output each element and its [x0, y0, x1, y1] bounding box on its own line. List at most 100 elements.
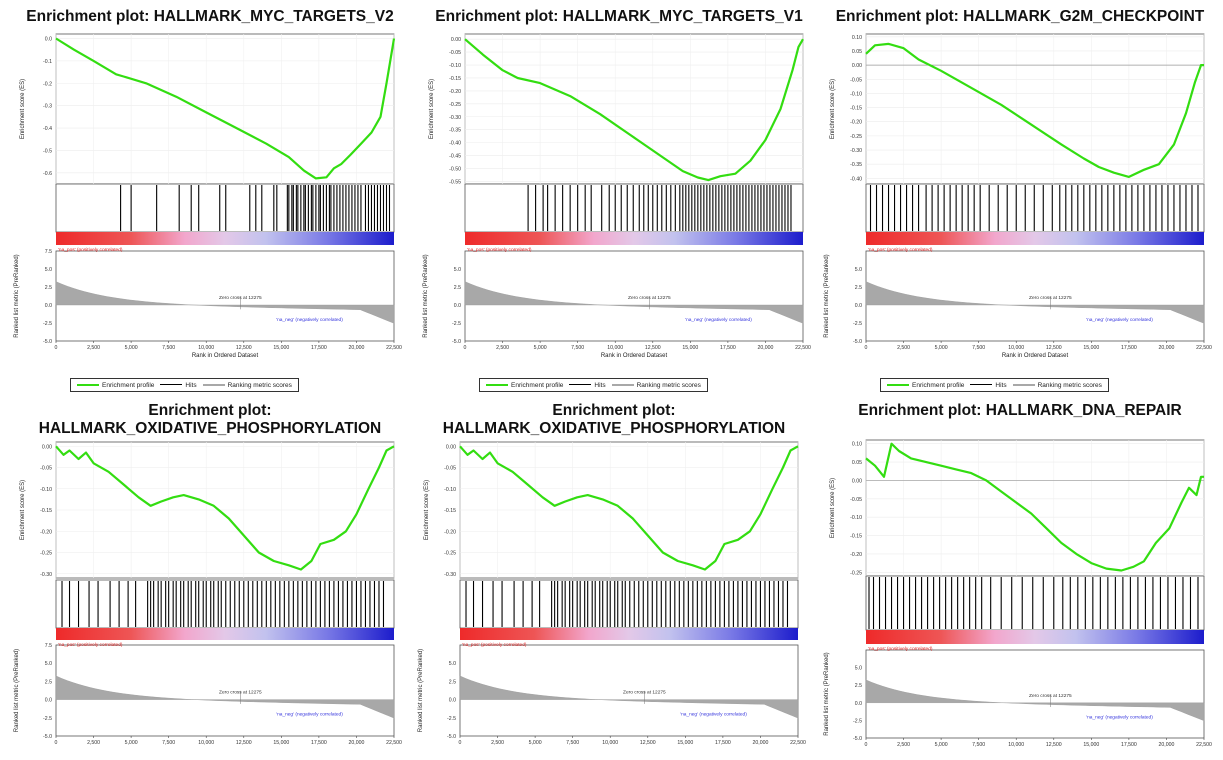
metric-plot-frame	[865, 250, 1205, 342]
zero-cross-label: Zero cross at 12275	[628, 295, 671, 301]
x-axis-label: Rank in Ordered Dataset	[1002, 353, 1069, 359]
es-tick-label: -0.10	[449, 63, 461, 69]
es-plot-frame	[865, 439, 1205, 577]
x-tick-label: 0	[865, 742, 868, 748]
metric-plot-frame	[55, 644, 395, 737]
panel-title: Enrichment plot: HALLMARK_DNA_REPAIR	[818, 402, 1222, 420]
x-tick-label: 17,500	[1121, 742, 1137, 748]
neg-correlated-label: 'na_neg' (negatively correlated)	[276, 317, 343, 323]
metric-plot-frame	[55, 250, 395, 342]
panel-title: Enrichment plot: HALLMARK_OXIDATIVE_PHOS…	[412, 402, 816, 438]
x-tick-label: 2,500	[897, 345, 910, 351]
enrichment-panel-oxphos-a: Enrichment plot: HALLMARK_OXIDATIVE_PHOS…	[8, 398, 412, 755]
enrichment-profile-line	[865, 42, 1204, 178]
neg-correlated-label: 'na_neg' (negatively correlated)	[685, 317, 752, 323]
es-tick-label: -0.6	[43, 171, 52, 177]
panel-title: Enrichment plot: HALLMARK_MYC_TARGETS_V2	[8, 8, 412, 26]
x-tick-label: 5,000	[125, 345, 138, 351]
ranking-color-bar	[866, 232, 1204, 245]
ranking-metric-area	[464, 281, 804, 324]
neg-correlated-label: 'na_neg' (negatively correlated)	[1086, 714, 1153, 720]
x-tick-label: 5,000	[935, 742, 948, 748]
pos-correlated-label: 'na_pos' (positively correlated)	[58, 642, 123, 648]
zero-cross-label: Zero cross at 12275	[219, 690, 262, 696]
enrichment-panel-dna-repair: Enrichment plot: HALLMARK_DNA_REPAIR 0.1…	[818, 398, 1222, 755]
metric-tick-label: -2.5	[43, 716, 52, 722]
x-tick-label: 12,500	[236, 740, 252, 746]
metric-tick-label: 5.0	[45, 267, 52, 273]
es-plot-frame	[865, 33, 1205, 185]
chart-legend: Enrichment profile Hits Ranking metric s…	[479, 378, 708, 392]
x-tick-label: 17,500	[311, 740, 327, 746]
zero-cross-label: Zero cross at 12275	[1029, 295, 1072, 301]
es-tick-label: 0.00	[446, 444, 456, 450]
panel-title-line: Enrichment plot: HALLMARK_DNA_REPAIR	[858, 402, 1182, 419]
x-tick-label: 10,000	[1008, 345, 1024, 351]
es-axis-label: Enrichment score (ES)	[424, 480, 430, 540]
metric-tick-label: -2.5	[452, 321, 461, 327]
enrichment-profile-line	[464, 38, 804, 182]
metric-tick-label: 2.5	[45, 285, 52, 291]
x-tick-label: 5,000	[534, 345, 547, 351]
enrichment-profile-line	[459, 445, 799, 571]
enrichment-panel-g2m: Enrichment plot: HALLMARK_G2M_CHECKPOINT…	[818, 0, 1222, 392]
es-tick-label: -0.50	[449, 166, 461, 172]
x-tick-label: 20,000	[349, 740, 365, 746]
ranking-metric-area	[865, 281, 1205, 324]
metric-tick-label: 5.0	[45, 661, 52, 667]
es-tick-label: 0.00	[451, 37, 461, 43]
es-tick-label: -0.05	[40, 466, 52, 472]
x-tick-label: 15,000	[682, 345, 698, 351]
legend-item-metric: Ranking metric scores	[611, 382, 701, 389]
es-tick-label: -0.10	[850, 91, 862, 97]
es-tick-label: -0.30	[40, 572, 52, 578]
hits-frame	[55, 579, 395, 629]
x-tick-label: 15,000	[273, 740, 289, 746]
x-tick-label: 20,000	[1159, 345, 1175, 351]
x-tick-label: 12,500	[645, 345, 661, 351]
metric-tick-label: 0.0	[45, 698, 52, 704]
x-tick-label: 7,500	[566, 740, 579, 746]
es-tick-label: 0.10	[852, 442, 862, 448]
x-tick-label: 7,500	[972, 742, 985, 748]
x-tick-label: 15,000	[273, 345, 289, 351]
panel-title: Enrichment plot: HALLMARK_OXIDATIVE_PHOS…	[8, 402, 412, 438]
neg-correlated-label: 'na_neg' (negatively correlated)	[680, 712, 747, 718]
pos-correlated-label: 'na_pos' (positively correlated)	[58, 247, 123, 253]
enrichment-chart: 0.100.050.00-0.05-0.10-0.15-0.20-0.25-0.…	[824, 33, 1212, 359]
zero-cross-label: Zero cross at 12275	[623, 690, 666, 696]
ranking-metric-area	[55, 281, 395, 324]
metric-tick-label: 7.5	[45, 249, 52, 255]
es-tick-label: -0.05	[449, 50, 461, 56]
x-tick-label: 7,500	[162, 740, 175, 746]
neg-correlated-label: 'na_neg' (negatively correlated)	[276, 712, 343, 718]
panel-title-line: HALLMARK_OXIDATIVE_PHOSPHORYLATION	[38, 420, 382, 437]
metric-axis-label: Ranked list metric (PreRanked)	[824, 254, 830, 337]
x-tick-label: 15,000	[1083, 345, 1099, 351]
es-axis-label: Enrichment score (ES)	[830, 478, 836, 538]
enrichment-chart: 0.100.050.00-0.05-0.10-0.15-0.20-0.25'na…	[824, 439, 1212, 748]
es-tick-label: -0.10	[40, 487, 52, 493]
legend-item-profile: Enrichment profile	[77, 382, 154, 389]
x-tick-label: 5,000	[935, 345, 948, 351]
x-tick-label: 12,500	[640, 740, 656, 746]
x-tick-label: 20,000	[349, 345, 365, 351]
legend-item-metric: Ranking metric scores	[202, 382, 292, 389]
x-tick-label: 12,500	[1046, 742, 1062, 748]
es-tick-label: -0.35	[850, 162, 862, 168]
es-tick-label: -0.15	[40, 508, 52, 514]
metric-tick-label: 5.0	[449, 661, 456, 667]
metric-axis-label: Ranked list metric (PreRanked)	[423, 254, 429, 337]
x-tick-label: 0	[464, 345, 467, 351]
x-tick-label: 0	[55, 345, 58, 351]
panel-title-line: Enrichment plot:	[148, 402, 272, 419]
metric-tick-label: -5.0	[853, 339, 862, 345]
x-tick-label: 10,000	[1008, 742, 1024, 748]
x-tick-label: 12,500	[236, 345, 252, 351]
panel-title: Enrichment plot: HALLMARK_MYC_TARGETS_V1	[417, 8, 821, 26]
pos-correlated-label: 'na_pos' (positively correlated)	[462, 642, 527, 648]
metric-tick-label: 5.0	[855, 267, 862, 273]
metric-axis-label: Ranked list metric (PreRanked)	[418, 649, 424, 732]
pos-correlated-label: 'na_pos' (positively correlated)	[467, 247, 532, 253]
